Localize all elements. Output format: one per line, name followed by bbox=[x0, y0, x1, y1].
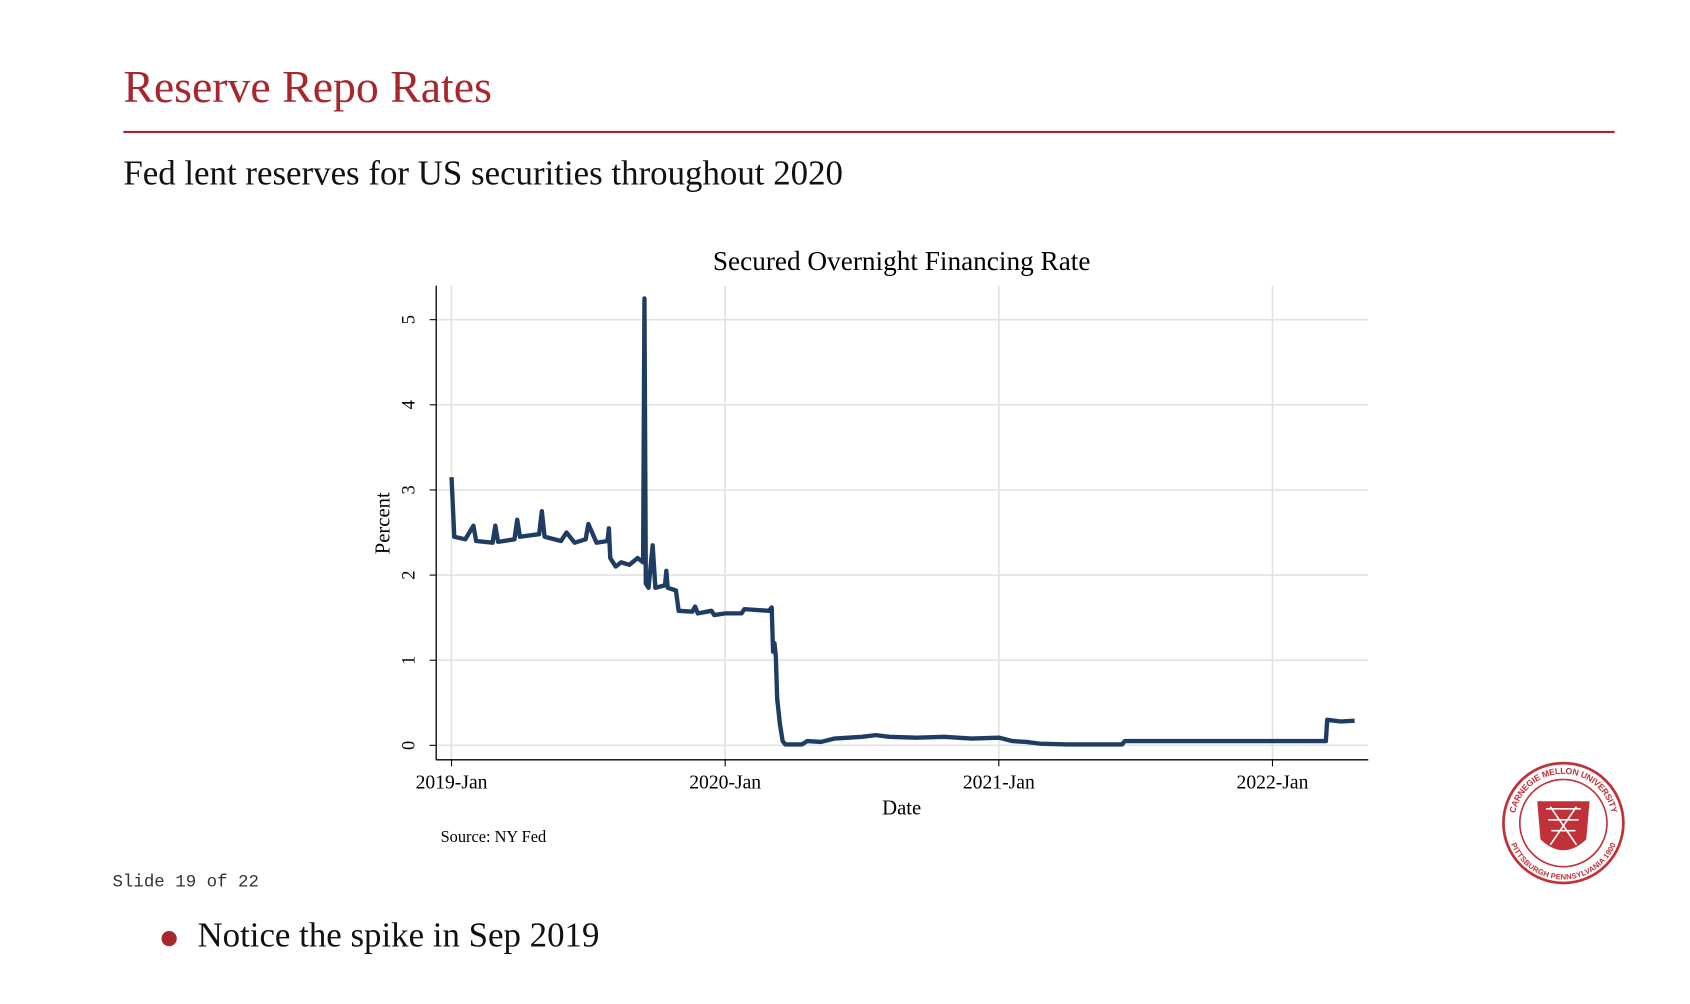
slide-subtitle: Fed lent reserves for US securities thro… bbox=[123, 154, 843, 193]
slide-title: Reserve Repo Rates bbox=[123, 61, 492, 112]
y-tick-label: 4 bbox=[398, 400, 419, 409]
x-tick-label: 2019-Jan bbox=[416, 772, 488, 793]
y-tick-label: 0 bbox=[398, 741, 419, 750]
data-line bbox=[449, 296, 1355, 747]
x-axis-label: Date bbox=[882, 798, 921, 820]
slide-number: Slide 19 of 22 bbox=[112, 873, 258, 893]
y-tick-label: 1 bbox=[398, 656, 419, 665]
y-tick-label: 3 bbox=[398, 485, 419, 494]
logo: CARNEGIE MELLON UNIVERSITY PITTSBURGH PE… bbox=[1502, 761, 1625, 885]
bullet-text: Notice the spike in Sep 2019 bbox=[197, 916, 599, 955]
chart-source: Source: NY Fed bbox=[441, 827, 547, 846]
plot-area: 0 1 2 3 4 5 2019-Jan 2020-Jan 2021-Jan 2022-Jan bbox=[398, 285, 1369, 793]
y-tick-label: 5 bbox=[398, 315, 419, 324]
bullet-dot bbox=[161, 930, 177, 947]
y-tick-label: 2 bbox=[398, 570, 419, 579]
chart-title: Secured Overnight Financing Rate bbox=[713, 246, 1091, 276]
x-tick-label: 2022-Jan bbox=[1237, 772, 1309, 793]
x-tick-label: 2021-Jan bbox=[963, 772, 1035, 793]
x-tick-label: 2020-Jan bbox=[689, 772, 761, 793]
y-axis-label: Percent bbox=[373, 492, 395, 554]
